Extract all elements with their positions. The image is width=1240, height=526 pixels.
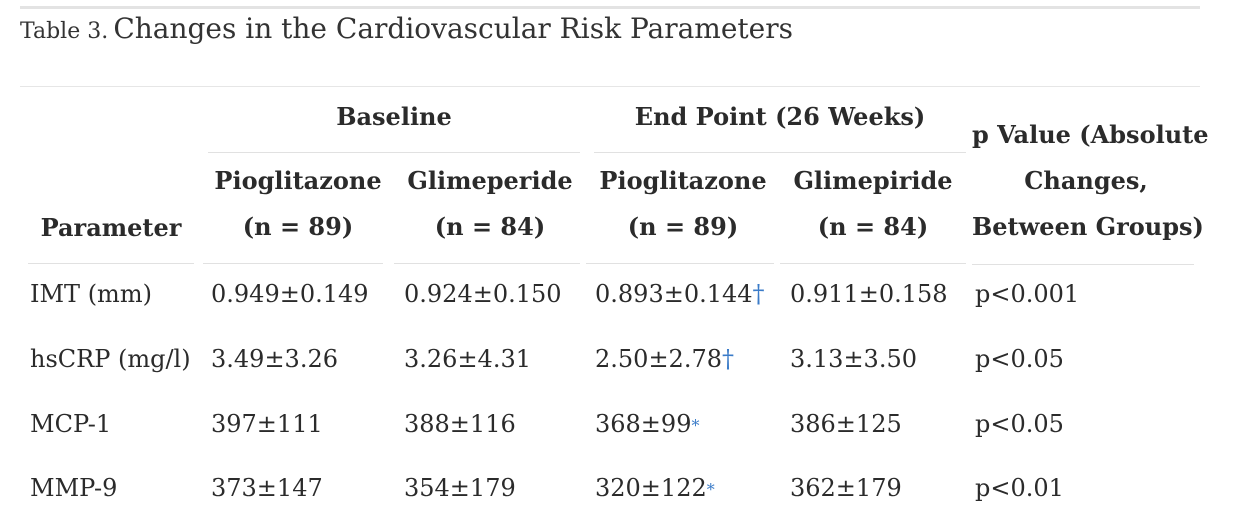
significance-mark: * <box>691 416 700 435</box>
header-pvalue-line2: Changes, <box>1024 166 1148 195</box>
header-parameter: Parameter <box>40 213 182 242</box>
significance-mark: † <box>752 280 765 308</box>
end-pioglitazone-value: 2.50±2.78 <box>595 345 722 373</box>
header-rule-end-gli <box>780 263 966 264</box>
header-baseline-glimeperide-n: (n = 84) <box>434 212 546 241</box>
header-rule-parameter <box>28 263 194 264</box>
significance-mark: † <box>721 345 734 373</box>
header-end-glimepiride-name: Glimepiride <box>793 166 953 195</box>
table-row-parameter: IMT (mm) <box>30 280 152 308</box>
table-row-pvalue: p<0.05 <box>975 410 1064 438</box>
table-row-end-glimepiride: 0.911±0.158 <box>790 280 948 308</box>
header-group-endpoint: End Point (26 Weeks) <box>634 102 926 131</box>
table-row-parameter: MMP-9 <box>30 474 118 502</box>
header-pvalue-line3: Between Groups) <box>972 212 1204 241</box>
table-row-parameter: hsCRP (mg/l) <box>30 345 191 373</box>
table-row-baseline-pioglitazone: 397±111 <box>211 410 323 438</box>
table-row-end-glimepiride: 362±179 <box>790 474 902 502</box>
header-rule-pvalue <box>972 264 1194 265</box>
table-row-baseline-pioglitazone: 0.949±0.149 <box>211 280 369 308</box>
significance-mark: * <box>706 480 715 499</box>
table-row-baseline-glimeperide: 388±116 <box>404 410 516 438</box>
header-baseline-pioglitazone: Pioglitazone (n = 89) <box>200 158 396 250</box>
baseline-group-rule <box>208 152 580 153</box>
table-row-end-pioglitazone: 368±99* <box>595 409 699 441</box>
table-row-pvalue: p<0.001 <box>975 280 1080 308</box>
table-row-pvalue: p<0.01 <box>975 474 1064 502</box>
header-baseline-pioglitazone-name: Pioglitazone <box>214 166 382 195</box>
header-group-baseline: Baseline <box>336 102 452 131</box>
header-pvalue: p Value (Absolute Changes, Between Group… <box>972 112 1209 250</box>
endpoint-group-rule <box>594 152 966 153</box>
top-rule <box>20 6 1200 9</box>
table-caption: Table 3. Changes in the Cardiovascular R… <box>20 12 793 45</box>
caption-separator <box>20 86 1200 87</box>
header-rule-end-pio <box>586 263 774 264</box>
header-rule-baseline-gli <box>394 263 580 264</box>
table-label: Table 3. <box>20 19 109 44</box>
header-end-pioglitazone: Pioglitazone (n = 89) <box>585 158 781 250</box>
table-row-end-glimepiride: 3.13±3.50 <box>790 345 917 373</box>
end-pioglitazone-value: 368±99 <box>595 410 692 438</box>
header-end-pioglitazone-n: (n = 89) <box>627 212 739 241</box>
header-baseline-glimeperide-name: Glimeperide <box>407 166 573 195</box>
table-row-baseline-glimeperide: 3.26±4.31 <box>404 345 531 373</box>
end-pioglitazone-value: 0.893±0.144 <box>595 280 753 308</box>
table-row-baseline-glimeperide: 354±179 <box>404 474 516 502</box>
table-title: Changes in the Cardiovascular Risk Param… <box>113 12 793 45</box>
table-row-baseline-glimeperide: 0.924±0.150 <box>404 280 562 308</box>
table-row-end-glimepiride: 386±125 <box>790 410 902 438</box>
table-row-end-pioglitazone: 2.50±2.78† <box>595 344 734 374</box>
table-row-baseline-pioglitazone: 373±147 <box>211 474 323 502</box>
header-pvalue-line1: p Value (Absolute <box>972 120 1209 149</box>
header-baseline-glimeperide: Glimeperide (n = 84) <box>392 158 588 250</box>
header-end-pioglitazone-name: Pioglitazone <box>599 166 767 195</box>
table-row-end-pioglitazone: 0.893±0.144† <box>595 279 765 309</box>
table-row-baseline-pioglitazone: 3.49±3.26 <box>211 345 338 373</box>
table-row-end-pioglitazone: 320±122* <box>595 473 715 505</box>
header-end-glimepiride: Glimepiride (n = 84) <box>775 158 971 250</box>
table-row-parameter: MCP-1 <box>30 410 112 438</box>
header-end-glimepiride-n: (n = 84) <box>817 212 929 241</box>
table-row-pvalue: p<0.05 <box>975 345 1064 373</box>
header-baseline-pioglitazone-n: (n = 89) <box>242 212 354 241</box>
header-rule-baseline-pio <box>203 263 383 264</box>
end-pioglitazone-value: 320±122 <box>595 474 707 502</box>
